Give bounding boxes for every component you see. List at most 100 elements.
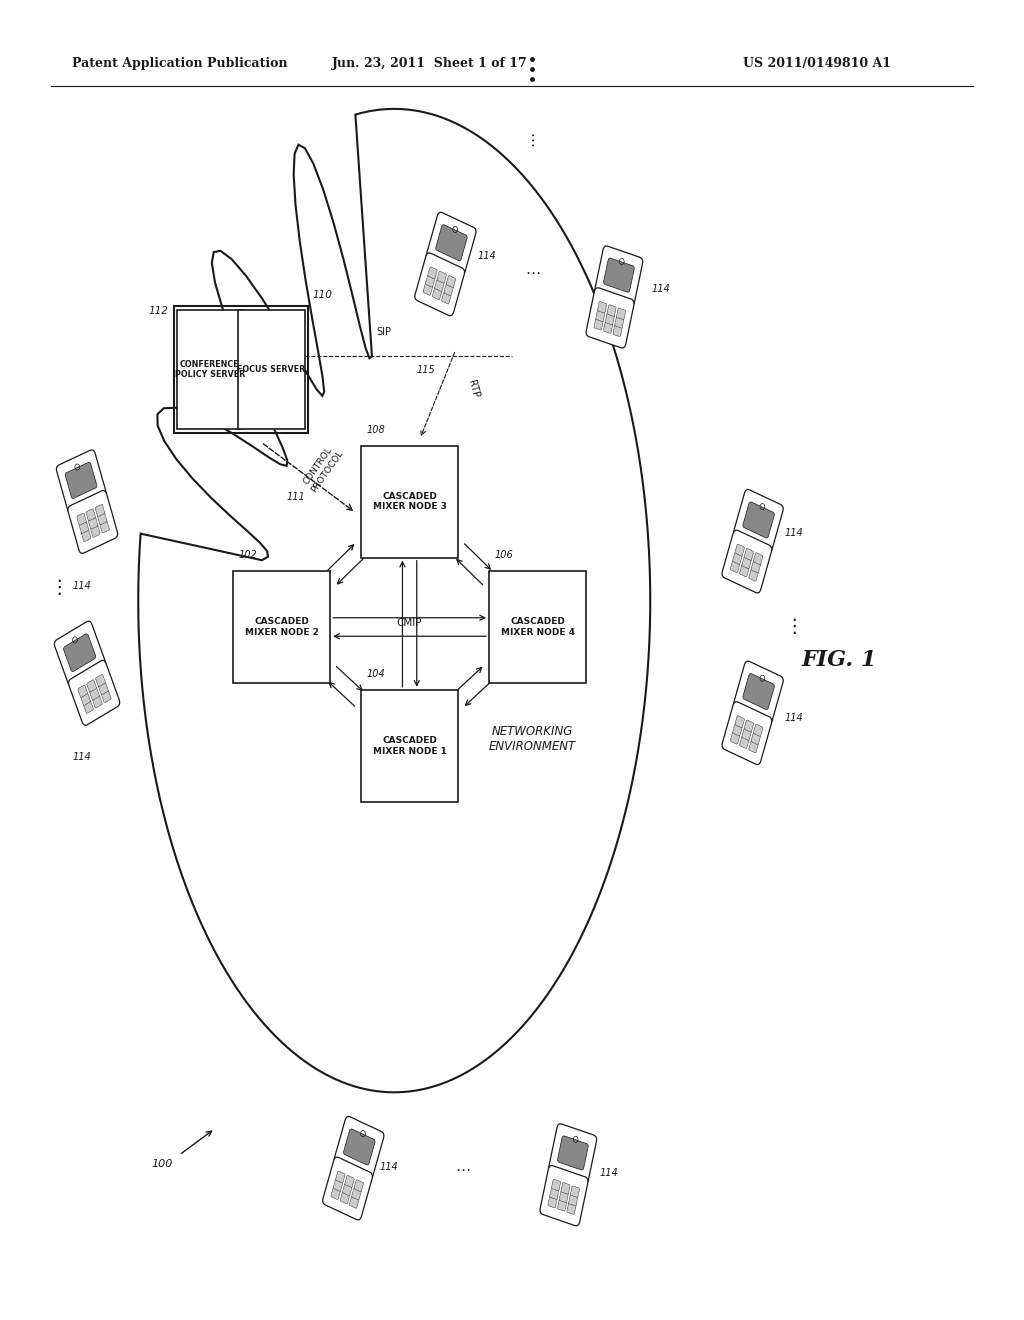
Text: ⋯: ⋯ [525,131,540,147]
Text: ⋮: ⋮ [49,578,70,597]
FancyBboxPatch shape [323,1158,373,1220]
FancyBboxPatch shape [95,675,105,686]
Text: FIG. 1: FIG. 1 [802,649,878,671]
FancyBboxPatch shape [733,552,742,565]
Text: CASCADED
MIXER NODE 4: CASCADED MIXER NODE 4 [501,618,574,636]
FancyBboxPatch shape [739,565,749,577]
FancyBboxPatch shape [66,462,97,499]
FancyBboxPatch shape [84,701,93,713]
FancyBboxPatch shape [101,690,112,702]
Text: 102: 102 [239,550,257,560]
FancyBboxPatch shape [540,1166,588,1226]
FancyBboxPatch shape [594,318,603,330]
FancyBboxPatch shape [561,1183,570,1195]
Text: 114: 114 [784,713,803,723]
FancyBboxPatch shape [613,325,622,337]
FancyBboxPatch shape [570,1185,580,1197]
FancyBboxPatch shape [550,1188,559,1200]
FancyBboxPatch shape [423,284,432,296]
Text: 115: 115 [417,364,435,375]
FancyBboxPatch shape [56,450,106,512]
FancyBboxPatch shape [489,570,586,682]
Text: 100: 100 [152,1159,172,1170]
Text: Patent Application Publication: Patent Application Publication [72,57,287,70]
Text: CMIP: CMIP [397,618,422,628]
FancyBboxPatch shape [730,733,739,744]
FancyBboxPatch shape [86,508,95,521]
FancyBboxPatch shape [63,634,95,672]
FancyBboxPatch shape [428,267,437,279]
FancyBboxPatch shape [722,531,772,593]
FancyBboxPatch shape [730,561,739,573]
FancyBboxPatch shape [238,310,305,429]
Text: CASCADED
MIXER NODE 2: CASCADED MIXER NODE 2 [245,618,318,636]
FancyBboxPatch shape [68,491,118,553]
Text: CONFERENCE
POLICY SERVER: CONFERENCE POLICY SERVER [175,360,245,379]
FancyBboxPatch shape [559,1191,568,1203]
FancyBboxPatch shape [415,253,465,315]
FancyBboxPatch shape [69,660,120,725]
FancyBboxPatch shape [345,1175,354,1188]
FancyBboxPatch shape [614,317,624,329]
Text: 114: 114 [73,581,91,591]
FancyBboxPatch shape [744,548,754,561]
FancyBboxPatch shape [233,570,330,682]
FancyBboxPatch shape [603,322,612,333]
Text: NETWORKING
ENVIRONMENT: NETWORKING ENVIRONMENT [488,725,577,754]
FancyBboxPatch shape [548,1196,557,1208]
FancyBboxPatch shape [91,525,100,537]
FancyBboxPatch shape [334,1179,343,1192]
FancyBboxPatch shape [595,246,643,306]
Text: ⋯: ⋯ [456,1163,470,1179]
FancyBboxPatch shape [735,544,744,556]
FancyBboxPatch shape [744,719,754,733]
FancyBboxPatch shape [426,275,435,288]
FancyBboxPatch shape [441,292,451,304]
FancyBboxPatch shape [735,715,744,727]
Text: CASCADED
MIXER NODE 1: CASCADED MIXER NODE 1 [373,737,446,755]
FancyBboxPatch shape [88,517,97,529]
FancyBboxPatch shape [596,310,605,322]
FancyBboxPatch shape [567,1203,575,1214]
FancyBboxPatch shape [742,557,752,569]
FancyBboxPatch shape [742,729,752,741]
FancyBboxPatch shape [739,737,749,748]
FancyBboxPatch shape [749,741,758,752]
FancyBboxPatch shape [426,213,476,275]
FancyBboxPatch shape [79,521,89,533]
Text: 110: 110 [313,289,333,300]
FancyBboxPatch shape [176,310,244,429]
Text: 114: 114 [651,284,670,294]
Text: 106: 106 [495,550,513,560]
Text: 114: 114 [784,528,803,539]
Text: 114: 114 [73,752,91,763]
FancyBboxPatch shape [100,521,110,533]
FancyBboxPatch shape [437,271,446,284]
Text: 114: 114 [380,1162,398,1172]
FancyBboxPatch shape [81,693,90,705]
Text: 104: 104 [367,669,385,678]
FancyBboxPatch shape [435,280,444,292]
FancyBboxPatch shape [92,696,102,708]
FancyBboxPatch shape [95,504,104,516]
FancyBboxPatch shape [361,689,459,801]
Text: ⋮: ⋮ [783,618,804,636]
Text: RTP: RTP [466,379,480,400]
FancyBboxPatch shape [586,288,634,348]
FancyBboxPatch shape [331,1188,340,1200]
FancyBboxPatch shape [351,1188,361,1200]
FancyBboxPatch shape [336,1171,345,1183]
FancyBboxPatch shape [432,288,441,300]
Text: 108: 108 [367,425,385,436]
FancyBboxPatch shape [742,502,774,539]
FancyBboxPatch shape [751,733,761,744]
Text: CASCADED
MIXER NODE 3: CASCADED MIXER NODE 3 [373,492,446,511]
FancyBboxPatch shape [443,284,454,296]
FancyBboxPatch shape [754,553,763,565]
FancyBboxPatch shape [749,569,758,581]
FancyBboxPatch shape [605,313,614,325]
FancyBboxPatch shape [751,561,761,573]
Text: SIP: SIP [377,326,391,337]
FancyBboxPatch shape [733,490,783,552]
FancyBboxPatch shape [340,1192,349,1204]
